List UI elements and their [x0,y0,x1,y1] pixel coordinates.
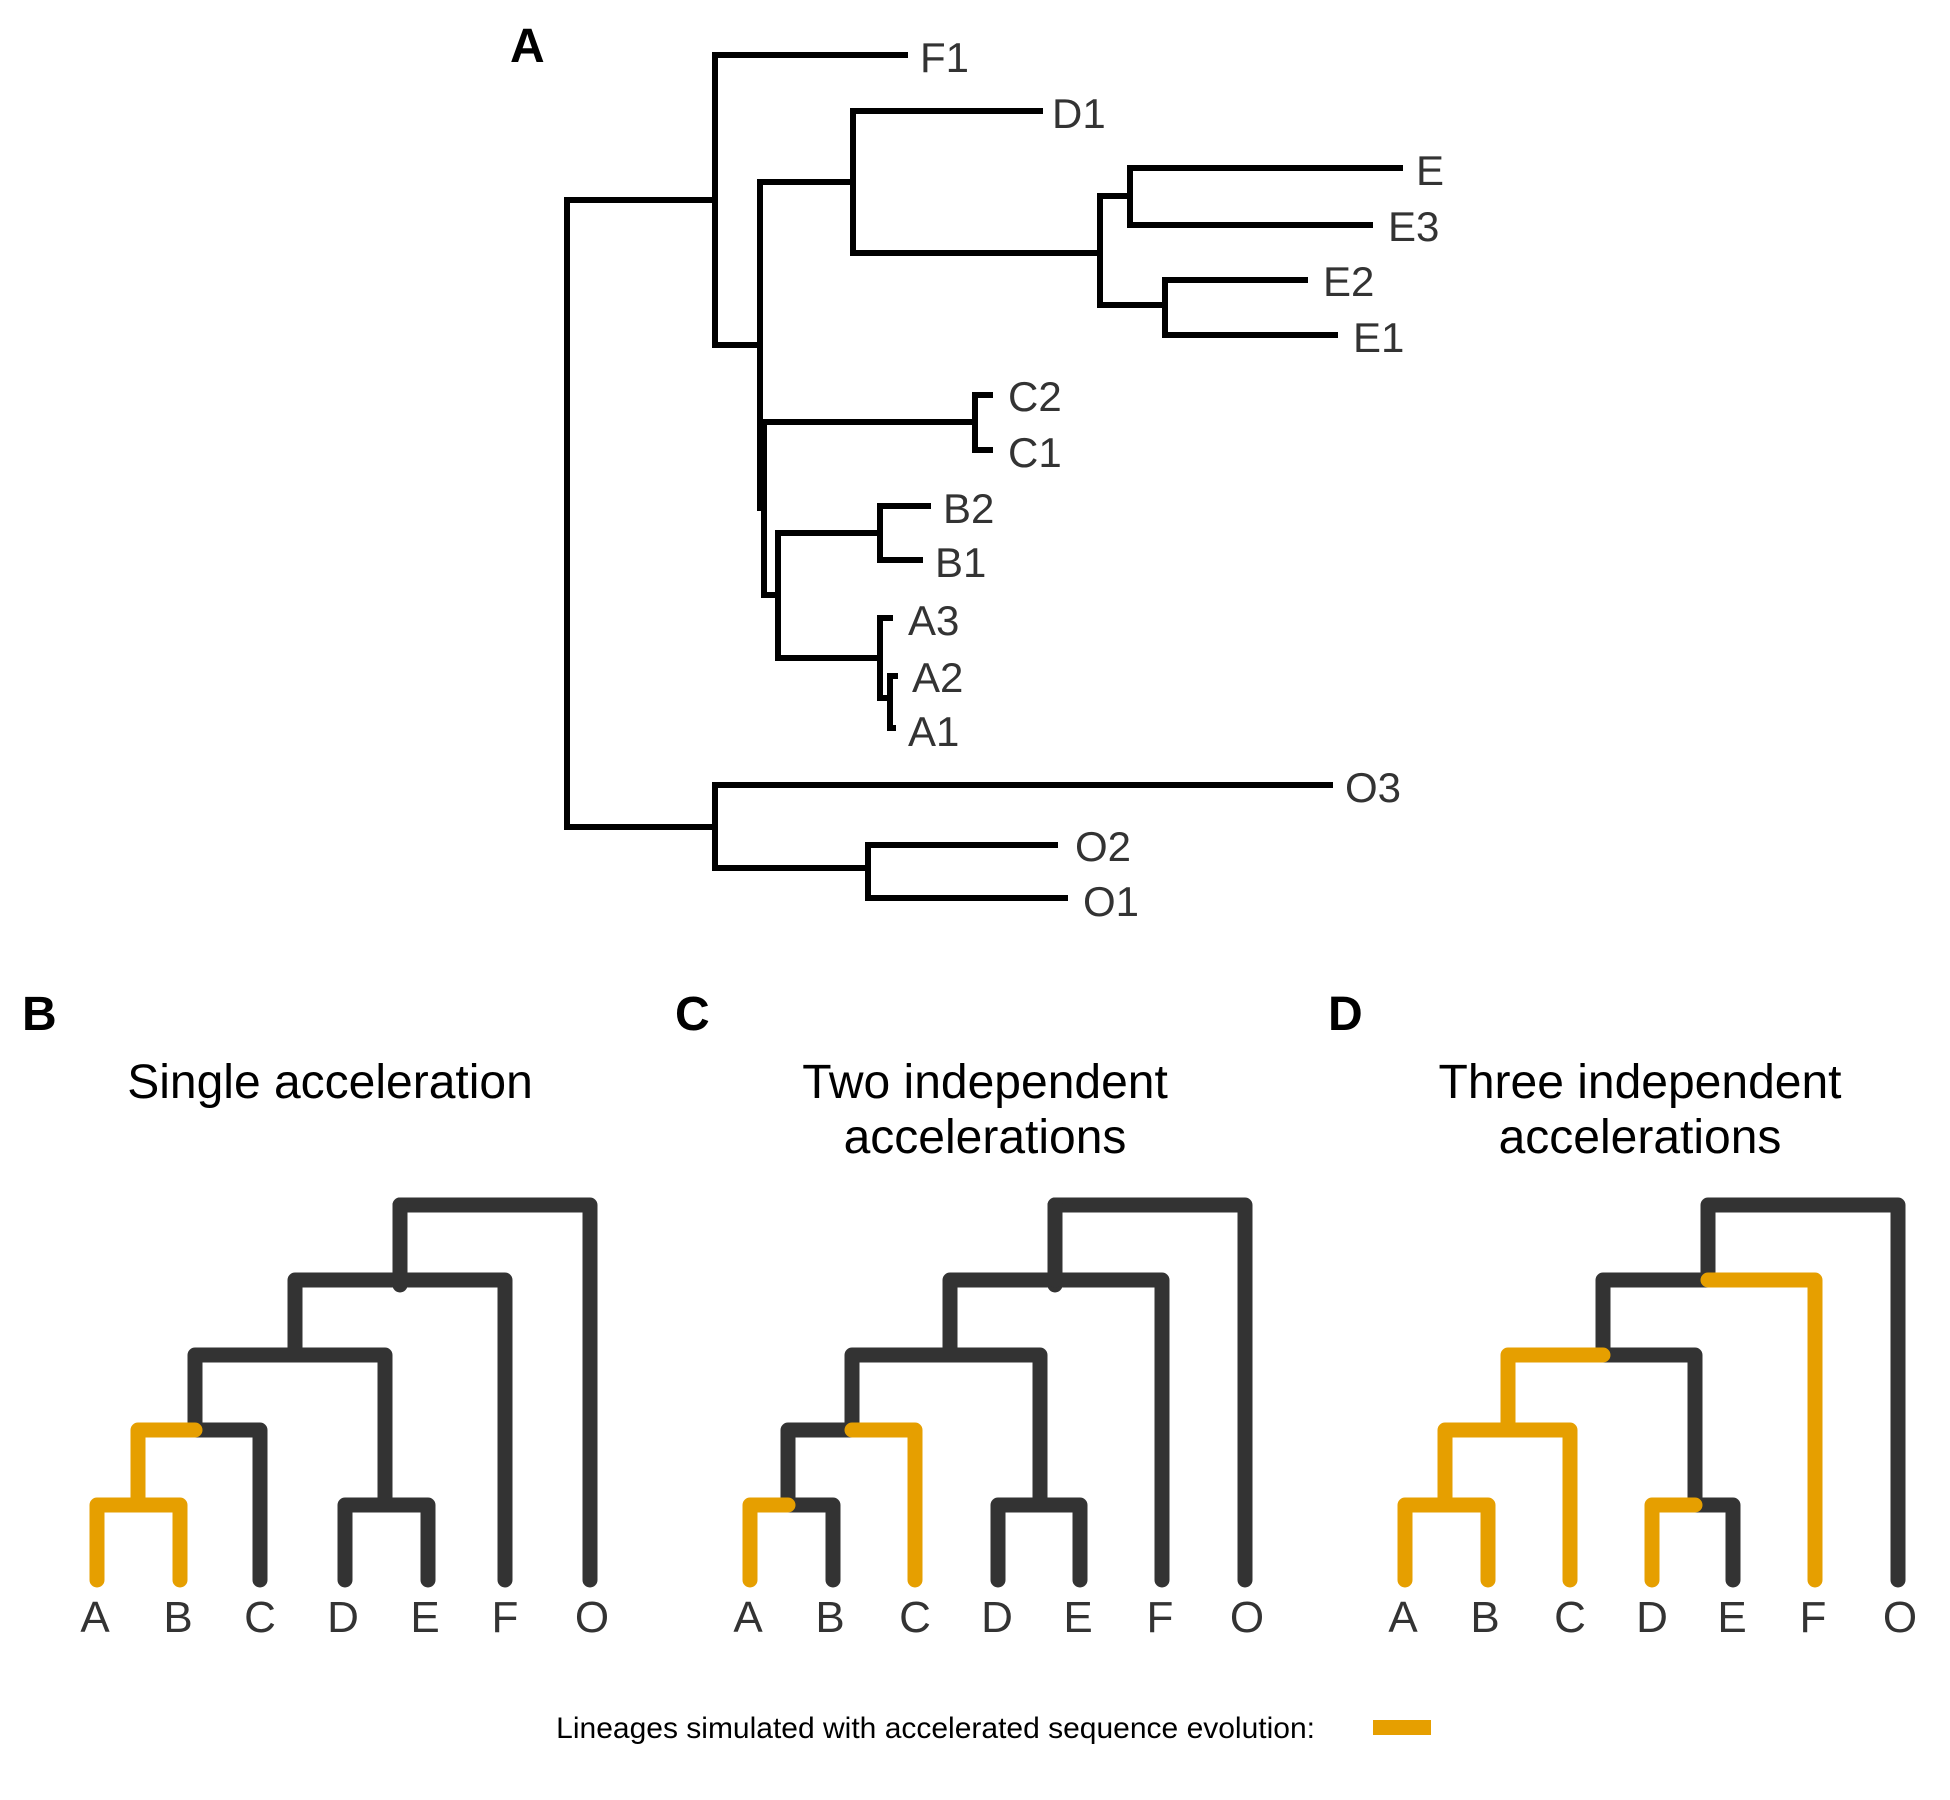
panel-c-letter: C [675,988,710,1041]
panel-c-title-line-1: Two independent [802,1056,1168,1109]
tip-label: E [410,1593,439,1642]
branch-de-stem [844,1347,1048,1513]
branch-d-e [990,1497,1088,1588]
tip-label: C [244,1593,276,1642]
panel-d-letter: D [1328,988,1363,1041]
tip-label: C [1554,1593,1586,1642]
branch-to-c [187,1422,268,1588]
accelerated-branch-abc-stem [1500,1347,1611,1438]
tip-label: A3 [908,597,959,644]
tip-label: B2 [943,485,994,532]
branch-to-b [780,1497,841,1588]
tip-label: O [1230,1593,1264,1642]
panel-b-title: Single acceleration [127,1056,533,1109]
tip-label: E1 [1353,314,1404,361]
tip-label: D [1636,1593,1668,1642]
tip-label: C2 [1008,373,1062,420]
panel-c-tip-labels: A B C D E F O [733,1593,1264,1642]
panel-c: C Two independent accelerations A B C D … [675,988,1264,1642]
panel-a-tip-labels: F1 D1 E E3 E2 E1 C2 C1 B2 B1 A3 A2 A1 O3… [908,34,1444,925]
panel-a-letter: A [510,20,545,73]
branch-de-stem [1595,1347,1703,1513]
tip-label: B [815,1593,844,1642]
accelerated-branch-a-b [89,1497,188,1588]
branch-d-e [337,1497,436,1588]
tip-label: D1 [1052,90,1106,137]
branch-to-e [1687,1497,1741,1588]
tip-label: D [327,1593,359,1642]
tip-label: A1 [908,708,959,755]
tip-label: A [733,1593,763,1642]
tip-label: O1 [1083,878,1139,925]
tip-label: E [1063,1593,1092,1642]
accelerated-branch-c [844,1422,923,1588]
tip-label: C1 [1008,429,1062,476]
tip-label: A [80,1593,110,1642]
legend-label: Lineages simulated with accelerated sequ… [556,1712,1315,1745]
accelerated-branch-f [1700,1272,1823,1588]
panel-c-tree [742,1197,1253,1588]
tip-label: A [1388,1593,1418,1642]
tip-label: O3 [1345,764,1401,811]
panel-d-tree [1397,1197,1906,1588]
legend-accelerated-swatch [1373,1720,1431,1735]
tip-label: E [1717,1593,1746,1642]
tip-label: E3 [1388,203,1439,250]
accelerated-branch-ab-c [1437,1422,1578,1588]
accelerated-branch-a [742,1497,796,1588]
panel-b-tree [89,1197,598,1588]
tip-label: F [1800,1593,1827,1642]
accelerated-branch-d [1644,1497,1703,1588]
tip-label: C [899,1593,931,1642]
tip-label: B [163,1593,192,1642]
tip-label: B [1470,1593,1499,1642]
tip-label: F [492,1593,519,1642]
tip-label: F1 [920,34,969,81]
tip-label: D [981,1593,1013,1642]
branch-ab-stem [780,1422,860,1513]
panel-d-title-line-2: accelerations [1499,1111,1782,1164]
accelerated-branch-a-b [1397,1497,1496,1588]
panel-c-title-line-2: accelerations [844,1111,1127,1164]
branch-root-to-o [1700,1197,1906,1588]
tip-label: E2 [1323,258,1374,305]
tip-label: O2 [1075,823,1131,870]
branch-to-f [942,1272,1170,1588]
panel-d-tip-labels: A B C D E F O [1388,1593,1917,1642]
tip-label: B1 [935,539,986,586]
panel-d-title-line-1: Three independent [1439,1056,1842,1109]
branch-de-stem [187,1347,393,1513]
tip-label: O [575,1593,609,1642]
tip-label: E [1416,147,1444,194]
tip-label: A2 [912,654,963,701]
branch-to-abcde [1595,1272,1716,1363]
panel-b-tip-labels: A B C D E F O [80,1593,609,1642]
panel-a-tree [564,52,1403,901]
tip-label: O [1883,1593,1917,1642]
tip-label: F [1147,1593,1174,1642]
panel-b-letter: B [22,988,57,1041]
panel-d: D Three independent accelerations A B C … [1328,988,1917,1642]
legend: Lineages simulated with accelerated sequ… [556,1712,1431,1745]
panel-b: B Single acceleration A B C D E F O [22,988,609,1642]
accelerated-branch-ab-stem [130,1422,203,1513]
panel-a: A [510,20,1444,925]
branch-to-f [287,1272,513,1588]
